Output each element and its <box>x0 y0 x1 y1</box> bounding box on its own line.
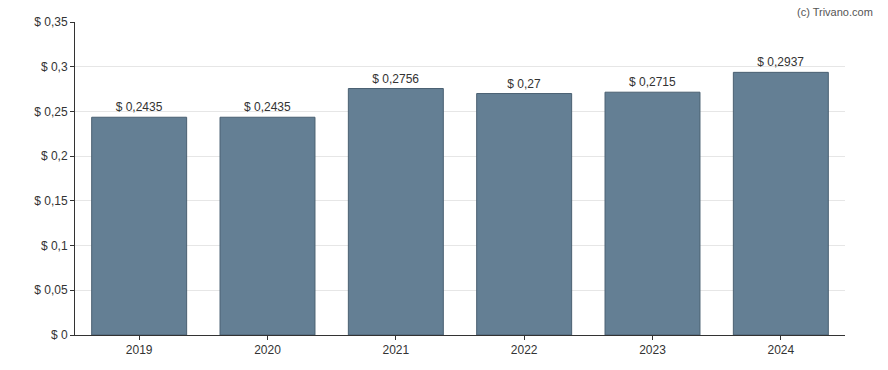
svg-text:$ 0,2937: $ 0,2937 <box>757 55 804 69</box>
svg-text:$ 0,05: $ 0,05 <box>34 283 68 297</box>
svg-text:$ 0,3: $ 0,3 <box>41 60 68 74</box>
svg-text:$ 0: $ 0 <box>51 328 68 342</box>
svg-text:2024: 2024 <box>767 343 794 357</box>
svg-text:2022: 2022 <box>511 343 538 357</box>
svg-text:2019: 2019 <box>126 343 153 357</box>
svg-text:$ 0,2435: $ 0,2435 <box>116 100 163 114</box>
svg-text:$ 0,15: $ 0,15 <box>34 194 68 208</box>
svg-text:2023: 2023 <box>639 343 666 357</box>
svg-text:$ 0,35: $ 0,35 <box>34 15 68 29</box>
svg-text:$ 0,2435: $ 0,2435 <box>244 100 291 114</box>
svg-text:$ 0,25: $ 0,25 <box>34 105 68 119</box>
svg-text:$ 0,1: $ 0,1 <box>41 239 68 253</box>
svg-text:$ 0,2715: $ 0,2715 <box>629 75 676 89</box>
svg-text:$ 0,2756: $ 0,2756 <box>372 72 419 86</box>
svg-text:2020: 2020 <box>254 343 281 357</box>
svg-text:2021: 2021 <box>382 343 409 357</box>
svg-text:$ 0,27: $ 0,27 <box>507 77 541 91</box>
svg-text:(c) Trivano.com: (c) Trivano.com <box>797 6 873 18</box>
svg-text:$ 0,2: $ 0,2 <box>41 149 68 163</box>
